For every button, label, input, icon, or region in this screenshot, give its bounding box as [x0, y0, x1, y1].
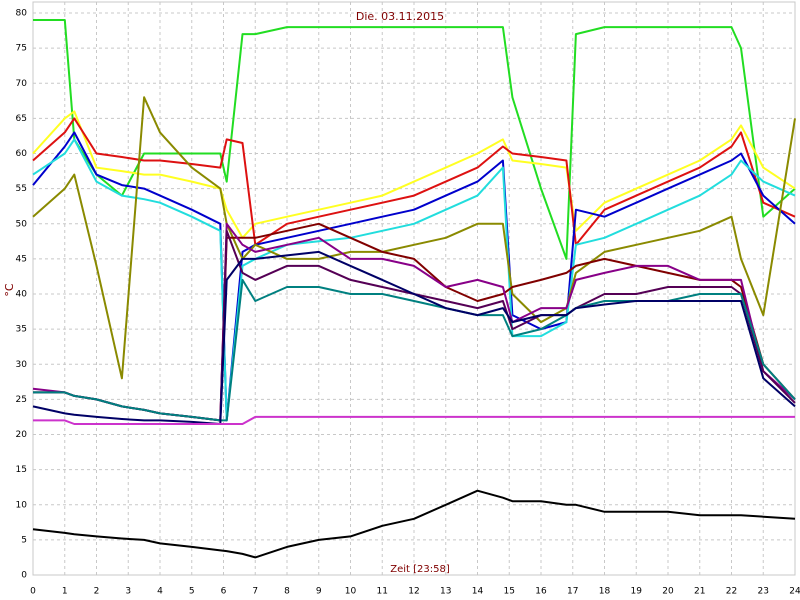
y-tick-label: 5 — [21, 535, 27, 545]
y-tick-label: 75 — [16, 44, 27, 54]
x-tick-label: 21 — [694, 587, 705, 597]
y-tick-label: 45 — [16, 254, 27, 264]
series-line — [32, 96, 796, 380]
y-tick-label: 25 — [16, 395, 27, 405]
y-tick-label: 20 — [16, 430, 28, 440]
y-tick-label: 35 — [16, 325, 27, 335]
series-line — [32, 138, 796, 422]
y-tick-label: 70 — [16, 79, 28, 89]
x-tick-label: 11 — [377, 587, 388, 597]
x-tick-label: 17 — [567, 587, 578, 597]
series-line — [32, 117, 796, 246]
x-tick-label: 8 — [284, 587, 290, 597]
series-line — [33, 415, 795, 425]
x-tick-label: 14 — [472, 587, 484, 597]
x-tick-label: 6 — [221, 587, 227, 597]
x-tick-label: 10 — [345, 587, 357, 597]
series-line — [32, 489, 796, 559]
y-tick-label: 0 — [21, 571, 27, 581]
x-tick-label: 7 — [252, 587, 258, 597]
x-tick-label: 1 — [62, 587, 68, 597]
y-axis-label: °C — [3, 283, 16, 297]
series-line — [33, 19, 796, 260]
x-tick-label: 5 — [189, 587, 195, 597]
y-tick-label: 50 — [16, 219, 28, 229]
plot — [32, 19, 796, 559]
y-tick-label: 80 — [16, 9, 28, 19]
y-tick-label: 55 — [16, 184, 27, 194]
series-line — [32, 131, 796, 422]
y-tick-label: 40 — [16, 290, 28, 300]
x-tick-label: 23 — [758, 587, 769, 597]
x-tick-label: 9 — [316, 587, 322, 597]
y-tick-label: 30 — [16, 360, 28, 370]
x-tick-label: 15 — [504, 587, 515, 597]
x-tick-label: 22 — [726, 587, 737, 597]
y-tick-label: 60 — [16, 149, 28, 159]
x-tick-label: 24 — [789, 587, 800, 597]
x-tick-label: 20 — [662, 587, 674, 597]
x-tick-label: 13 — [440, 587, 451, 597]
y-tick-label: 65 — [16, 114, 27, 124]
x-tick-label: 18 — [599, 587, 611, 597]
y-tick-label: 15 — [16, 465, 27, 475]
chart-title: Die. 03.11.2015 — [356, 10, 444, 23]
x-tick-label: 3 — [125, 587, 131, 597]
x-tick-label: 4 — [157, 587, 163, 597]
series-line — [32, 110, 796, 239]
x-tick-label: 19 — [631, 587, 643, 597]
x-tick-label: 2 — [94, 587, 100, 597]
x-tick-label: 16 — [535, 587, 547, 597]
x-tick-label: 12 — [408, 587, 419, 597]
x-tick-label: 0 — [30, 587, 36, 597]
series-line — [32, 250, 796, 425]
y-tick-label: 10 — [16, 500, 28, 510]
x-axis-label: Zeit [23:58] — [390, 564, 450, 575]
